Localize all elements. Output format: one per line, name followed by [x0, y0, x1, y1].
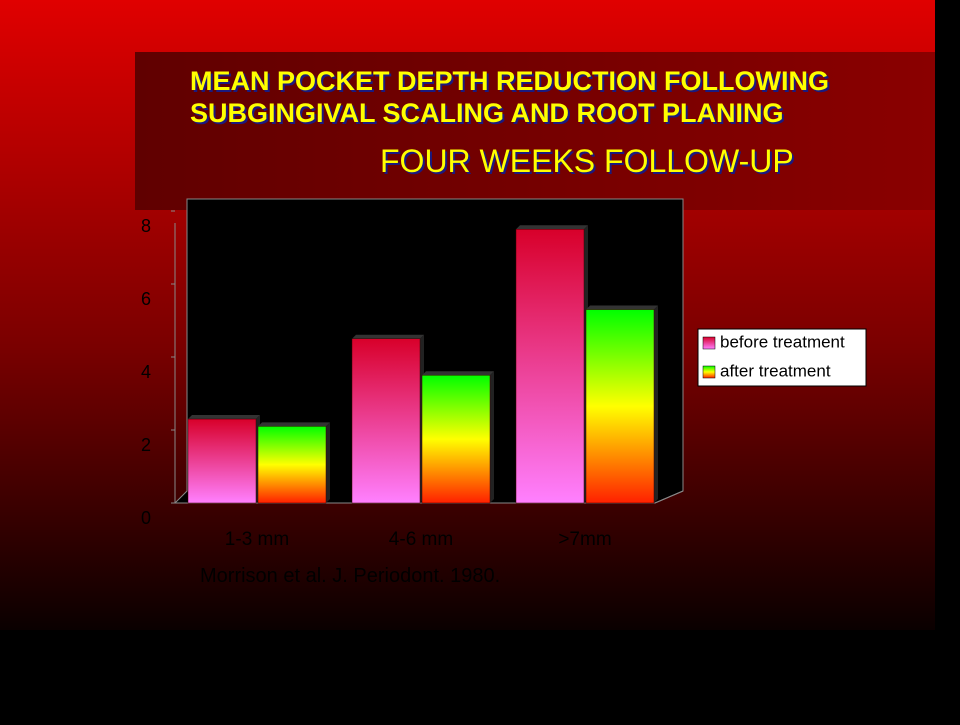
bar-top: [516, 225, 588, 230]
source-note: Morrison et al. J. Periodont. 1980.: [200, 565, 500, 587]
title-panel: [135, 52, 935, 210]
bar-side: [326, 422, 330, 503]
bar-top: [422, 371, 494, 376]
x-tick-label: >7mm: [558, 529, 611, 550]
y-tick-label: 2: [141, 435, 151, 455]
bar-side: [490, 371, 494, 503]
chart-title: SUBGINGIVAL SCALING AND ROOT PLANING: [190, 98, 784, 128]
chart-title: MEAN POCKET DEPTH REDUCTION FOLLOWING: [190, 66, 829, 96]
title-shadow: SUBGINGIVAL SCALING AND ROOT PLANING: [192, 100, 786, 130]
bar: [515, 229, 585, 504]
title-shadow: MEAN POCKET DEPTH REDUCTION FOLLOWING: [192, 68, 831, 98]
bar: [585, 309, 655, 504]
plot: 0 2 4 6 8 1-3 mm 4-6 mm >7mm before treatment aft…: [141, 198, 867, 550]
legend-swatch: [702, 365, 716, 379]
chart-subtitle: FOUR WEEKS FOLLOW-UP: [380, 143, 794, 179]
bar: [421, 375, 491, 504]
legend-box: [697, 328, 867, 387]
legend-swatch: [702, 336, 716, 350]
bar-top: [258, 422, 330, 427]
bar-side: [654, 305, 658, 503]
axis-line: [654, 490, 684, 504]
bar: [187, 418, 257, 504]
legend-label: after treatment: [720, 361, 831, 380]
bar-top: [352, 334, 424, 339]
y-tick-label: 6: [141, 289, 151, 309]
y-tick-label: 0: [141, 508, 151, 528]
bar: [257, 426, 327, 504]
bar-top: [586, 305, 658, 310]
x-tick-label: 1-3 mm: [225, 529, 289, 550]
bar-top: [188, 415, 260, 420]
y-tick-label: 4: [141, 362, 151, 382]
x-tick-label: 4-6 mm: [389, 529, 453, 550]
y-tick-label: 8: [141, 216, 151, 236]
legend-label: before treatment: [720, 332, 845, 351]
subtitle-shadow: FOUR WEEKS FOLLOW-UP: [382, 145, 796, 181]
bar: [351, 338, 421, 504]
